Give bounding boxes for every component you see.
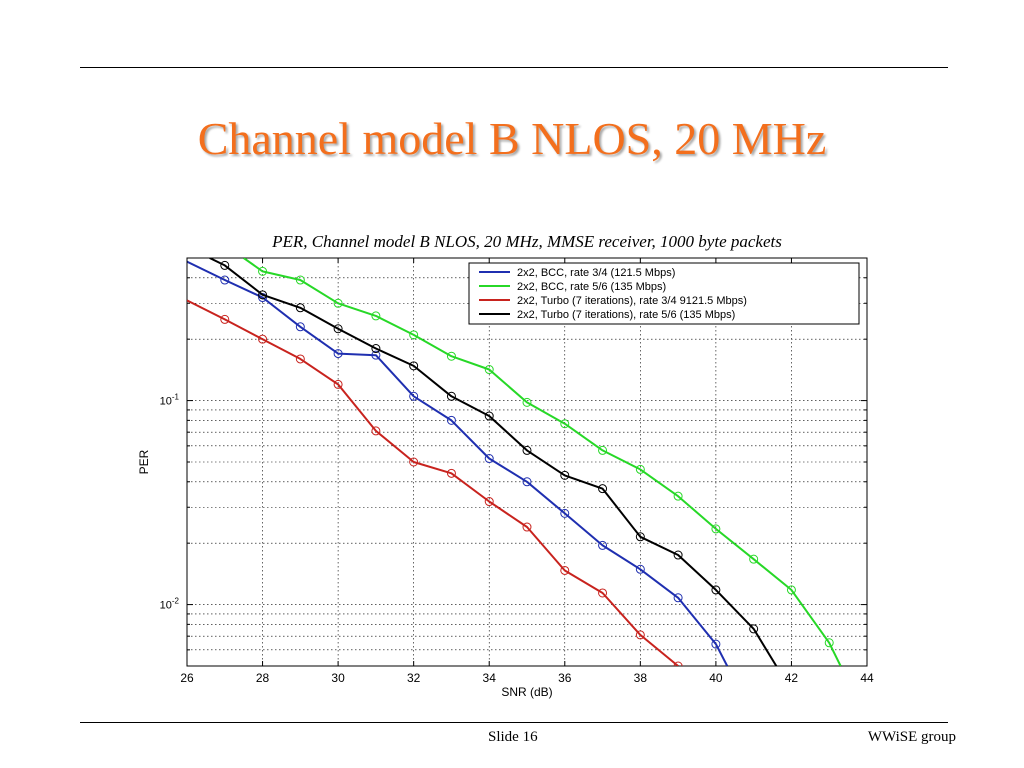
x-tick-label: 28 [256,671,270,685]
data-point [371,311,381,321]
data-point [598,540,608,550]
y-tick-exponent: -1 [172,393,180,402]
y-tick-exponent: -2 [172,597,180,606]
slide-number: Slide 16 [488,729,538,745]
data-point [484,411,494,421]
x-tick-label: 34 [483,671,497,685]
data-point [409,391,419,401]
data-point [635,532,645,542]
data-point [333,298,343,308]
data-point [258,334,268,344]
legend-label: 2x2, Turbo (7 iterations), rate 3/4 9121… [517,295,747,307]
x-axis-label: SNR (dB) [501,685,552,699]
x-tick-label: 44 [860,671,874,685]
data-point [560,565,570,575]
y-tick-base: 10 [160,600,172,612]
data-point [220,314,230,324]
series-3 [187,299,683,666]
data-point [484,365,494,375]
data-point [711,524,721,534]
data-point [560,508,570,518]
data-point [522,397,532,407]
series-2 [243,258,842,666]
data-point [635,464,645,474]
data-point [371,344,381,354]
data-point [295,303,305,313]
data-point [711,639,721,649]
data-point [409,361,419,371]
data-point [333,349,343,359]
series-layer [187,258,842,666]
x-tick-label: 38 [634,671,648,685]
data-point [258,266,268,276]
y-tick-label: 10-1 [160,393,180,408]
data-point [333,324,343,334]
data-point [824,638,834,648]
data-point [220,275,230,285]
data-point [333,379,343,389]
series-4 [209,258,778,666]
series-line [187,260,729,666]
data-point [446,351,456,361]
data-point [409,457,419,467]
data-point [560,419,570,429]
slide-title: Channel model B NLOS, 20 MHz [197,113,827,164]
data-point [220,260,230,270]
y-axis-label: PER [137,449,151,474]
data-point [673,593,683,603]
x-tick-label: 32 [407,671,421,685]
data-point [598,588,608,598]
data-point [446,415,456,425]
legend-label: 2x2, Turbo (7 iterations), rate 5/6 (135… [517,309,735,321]
data-point [409,330,419,340]
data-point [258,290,268,300]
data-point [522,445,532,455]
data-point [371,350,381,360]
series-line [243,258,842,666]
data-point [673,661,683,666]
x-tick-label: 40 [709,671,723,685]
data-point [484,497,494,507]
series-line [209,258,778,666]
data-point [446,391,456,401]
data-point [295,275,305,285]
x-tick-label: 36 [558,671,572,685]
data-point [598,445,608,455]
data-point [371,426,381,436]
series-line [187,299,679,666]
chart-title: PER, Channel model B NLOS, 20 MHz, MMSE … [271,232,782,251]
legend-box [468,262,860,325]
data-point [522,522,532,532]
group-name: WWiSE group [867,729,956,745]
data-point [786,585,796,595]
data-point [560,470,570,480]
data-point [673,491,683,501]
top-divider [80,67,948,68]
data-point [446,468,456,478]
data-point [749,554,759,564]
y-tick-label: 10-2 [160,597,180,612]
data-point [749,624,759,634]
x-tick-label: 26 [180,671,194,685]
data-point [673,550,683,560]
data-point [484,454,494,464]
legend-label: 2x2, BCC, rate 3/4 (121.5 Mbps) [517,267,675,279]
data-point [295,322,305,332]
x-tick-label: 42 [785,671,799,685]
data-point [522,477,532,487]
y-tick-base: 10 [160,396,172,408]
legend-label: 2x2, BCC, rate 5/6 (135 Mbps) [517,281,666,293]
data-point [635,564,645,574]
series-1 [187,260,729,666]
legend: 2x2, BCC, rate 3/4 (121.5 Mbps) 2x2, BCC,… [468,262,860,325]
data-point [598,484,608,494]
data-point [635,630,645,640]
data-point [295,354,305,364]
data-point [711,585,721,595]
bottom-divider [80,722,948,723]
x-tick-label: 30 [331,671,345,685]
